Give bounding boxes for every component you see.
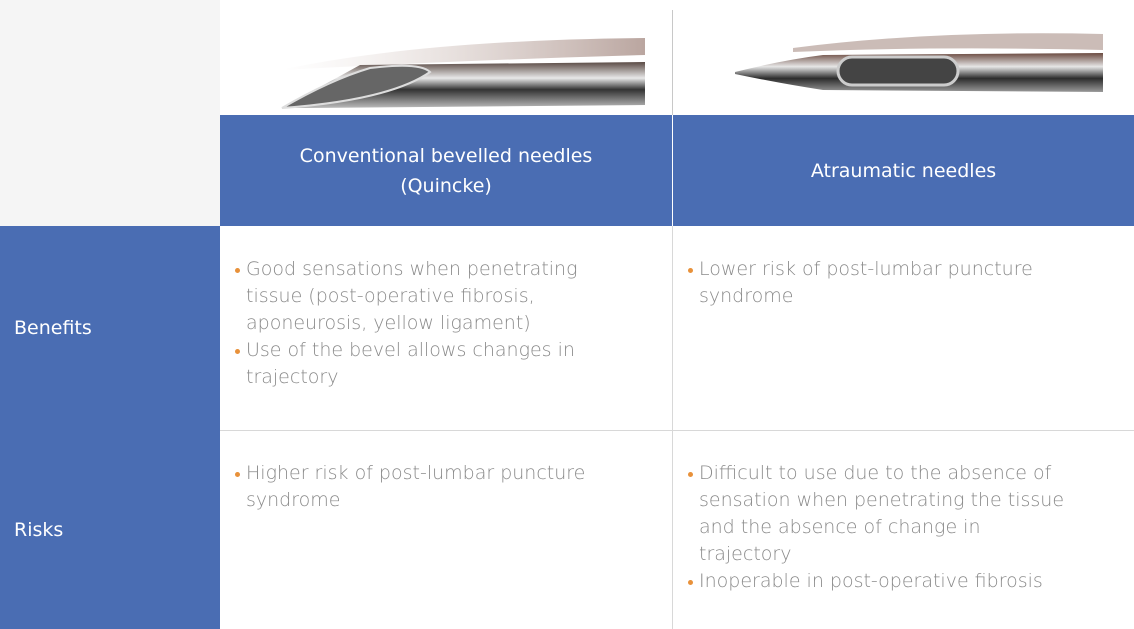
bullet-item: Higher risk of post-lumbar puncture synd…	[234, 460, 634, 514]
column-header: Atraumatic needles	[673, 115, 1134, 226]
bullet-item: Use of the bevel allows changes in traje…	[234, 337, 634, 391]
bullet-item: Inoperable in post-operative fibrosis	[687, 568, 1067, 595]
table-cell: Difficult to use due to the absence of s…	[673, 430, 1134, 629]
row-header: Risks	[0, 430, 220, 629]
row-divider	[220, 430, 1134, 431]
column-header-text: Conventional bevelled needles (Quincke)	[299, 144, 593, 197]
column-divider	[672, 226, 673, 629]
column-header-text: Atraumatic needles	[810, 159, 997, 182]
needle-image	[220, 10, 672, 115]
table-cell: Higher risk of post-lumbar puncture synd…	[220, 430, 672, 629]
column-header: Conventional bevelled needles (Quincke)	[220, 115, 672, 226]
bullet-list: Higher risk of post-lumbar puncture synd…	[234, 460, 634, 514]
bullet-item: Lower risk of post-lumbar puncture syndr…	[687, 256, 1067, 310]
column-divider	[672, 10, 673, 115]
atraumatic-needle	[735, 33, 1103, 92]
quincke-needle	[280, 38, 645, 109]
bullet-item: Difficult to use due to the absence of s…	[687, 460, 1067, 568]
corner	[0, 0, 220, 226]
table-cell: Good sensations when penetrating tissue …	[220, 226, 672, 430]
row-header: Benefits	[0, 226, 220, 430]
table-cell: Lower risk of post-lumbar puncture syndr…	[673, 226, 1134, 430]
bullet-item: Good sensations when penetrating tissue …	[234, 256, 634, 337]
needle-image	[673, 10, 1134, 115]
bullet-list: Difficult to use due to the absence of s…	[687, 460, 1067, 595]
bullet-list: Good sensations when penetrating tissue …	[234, 256, 634, 391]
bullet-list: Lower risk of post-lumbar puncture syndr…	[687, 256, 1067, 310]
